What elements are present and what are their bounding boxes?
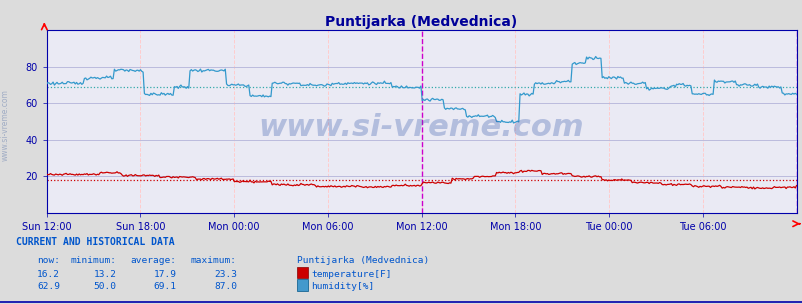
Text: average:: average: bbox=[131, 256, 176, 265]
Text: www.si-vreme.com: www.si-vreme.com bbox=[1, 89, 10, 161]
Text: 87.0: 87.0 bbox=[213, 282, 237, 292]
Text: 50.0: 50.0 bbox=[93, 282, 116, 292]
Text: www.si-vreme.com: www.si-vreme.com bbox=[258, 112, 584, 142]
Text: minimum:: minimum: bbox=[71, 256, 116, 265]
Text: 16.2: 16.2 bbox=[37, 270, 60, 279]
Text: 69.1: 69.1 bbox=[153, 282, 176, 292]
Text: temperature[F]: temperature[F] bbox=[311, 270, 391, 279]
Text: humidity[%]: humidity[%] bbox=[311, 282, 375, 292]
Text: Puntijarka (Medvednica): Puntijarka (Medvednica) bbox=[297, 256, 429, 265]
Title: Puntijarka (Medvednica): Puntijarka (Medvednica) bbox=[325, 15, 517, 29]
Text: maximum:: maximum: bbox=[191, 256, 237, 265]
Text: 13.2: 13.2 bbox=[93, 270, 116, 279]
Text: now:: now: bbox=[37, 256, 60, 265]
Text: 23.3: 23.3 bbox=[213, 270, 237, 279]
Text: 62.9: 62.9 bbox=[37, 282, 60, 292]
Text: CURRENT AND HISTORICAL DATA: CURRENT AND HISTORICAL DATA bbox=[16, 237, 175, 247]
Text: 17.9: 17.9 bbox=[153, 270, 176, 279]
